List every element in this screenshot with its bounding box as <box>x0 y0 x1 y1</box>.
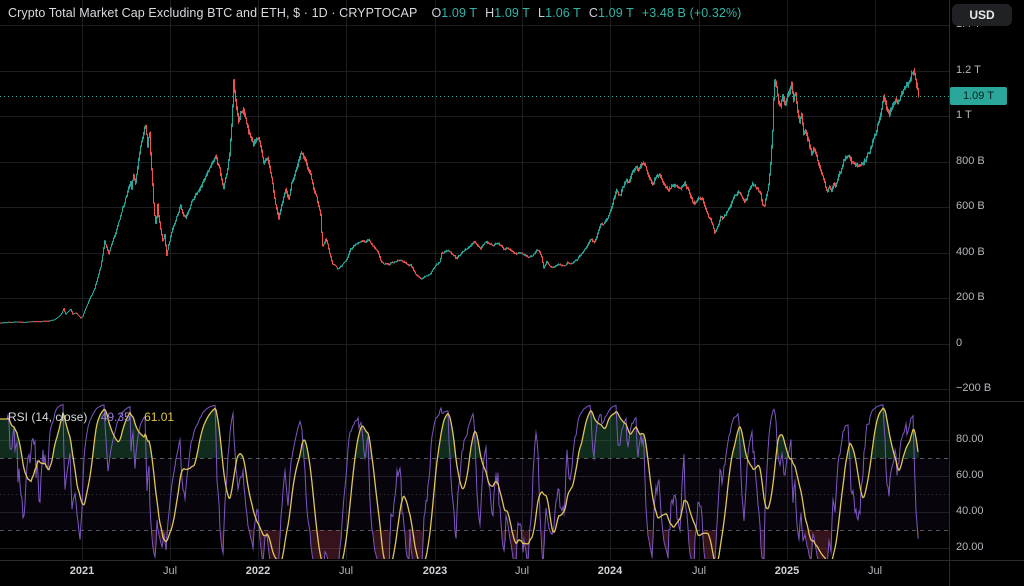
rsi-ma-current-value: 61.01 <box>144 410 175 424</box>
time-tick-label: 2023 <box>422 565 448 577</box>
price-tick-label: 1 T <box>956 109 972 121</box>
high-label: H <box>485 6 495 20</box>
open-label: O <box>431 6 442 20</box>
time-tick-label: Jul <box>691 565 707 577</box>
pane-separator[interactable] <box>0 399 1024 404</box>
rsi-legend[interactable]: RSI (14, close) 49.35 61.01 <box>8 410 174 424</box>
symbol-legend[interactable]: Crypto Total Market Cap Excluding BTC an… <box>8 6 741 20</box>
change-value: +3.48 B (+0.32%) <box>641 6 742 20</box>
last-price-label: 1.09 T <box>963 90 994 102</box>
rsi-tick-label: 80.00 <box>956 433 984 445</box>
price-tick-label: 200 B <box>956 291 985 303</box>
symbol-title: Crypto Total Market Cap Excluding BTC an… <box>8 6 418 20</box>
low-label: L <box>538 6 546 20</box>
rsi-indicator-title: RSI (14, close) <box>8 410 88 424</box>
time-tick-label: 2024 <box>597 565 623 577</box>
rsi-current-value: 49.35 <box>100 410 131 424</box>
price-tick-label: 400 B <box>956 246 985 258</box>
rsi-tick-label: 20.00 <box>956 541 984 553</box>
price-tick-label: −200 B <box>956 382 992 394</box>
currency-unit-button[interactable]: USD <box>952 4 1012 26</box>
open-value: 1.09 T <box>441 6 478 20</box>
close-label: C <box>588 6 599 20</box>
time-tick-label: Jul <box>162 565 178 577</box>
price-tick-label: 0 <box>956 337 963 349</box>
rsi-tick-label: 60.00 <box>956 469 984 481</box>
rsi-tick-label: 40.00 <box>956 505 984 517</box>
ohlc-readout: O1.09 T H1.09 T L1.06 T C1.09 T +3.48 B (+0.… <box>423 6 741 20</box>
high-value: 1.09 T <box>494 6 531 20</box>
low-value: 1.06 T <box>545 6 581 20</box>
close-value: 1.09 T <box>598 6 634 20</box>
time-tick-label: 2021 <box>69 565 95 577</box>
time-axis[interactable]: 2021 Jul 2022 Jul 2023 Jul 2024 Jul 2025 Jul <box>0 561 1024 586</box>
last-price-tag: 1.09 T <box>950 87 1007 105</box>
price-tick-label: 600 B <box>956 200 985 212</box>
currency-unit-label: USD <box>969 8 995 22</box>
time-tick-label: 2025 <box>774 565 800 577</box>
time-tick-label: Jul <box>514 565 530 577</box>
time-tick-label: Jul <box>338 565 354 577</box>
price-tick-label: 800 B <box>956 155 985 167</box>
time-tick-label: 2022 <box>245 565 271 577</box>
price-tick-label: 1.2 T <box>956 64 981 76</box>
time-tick-label: Jul <box>867 565 883 577</box>
